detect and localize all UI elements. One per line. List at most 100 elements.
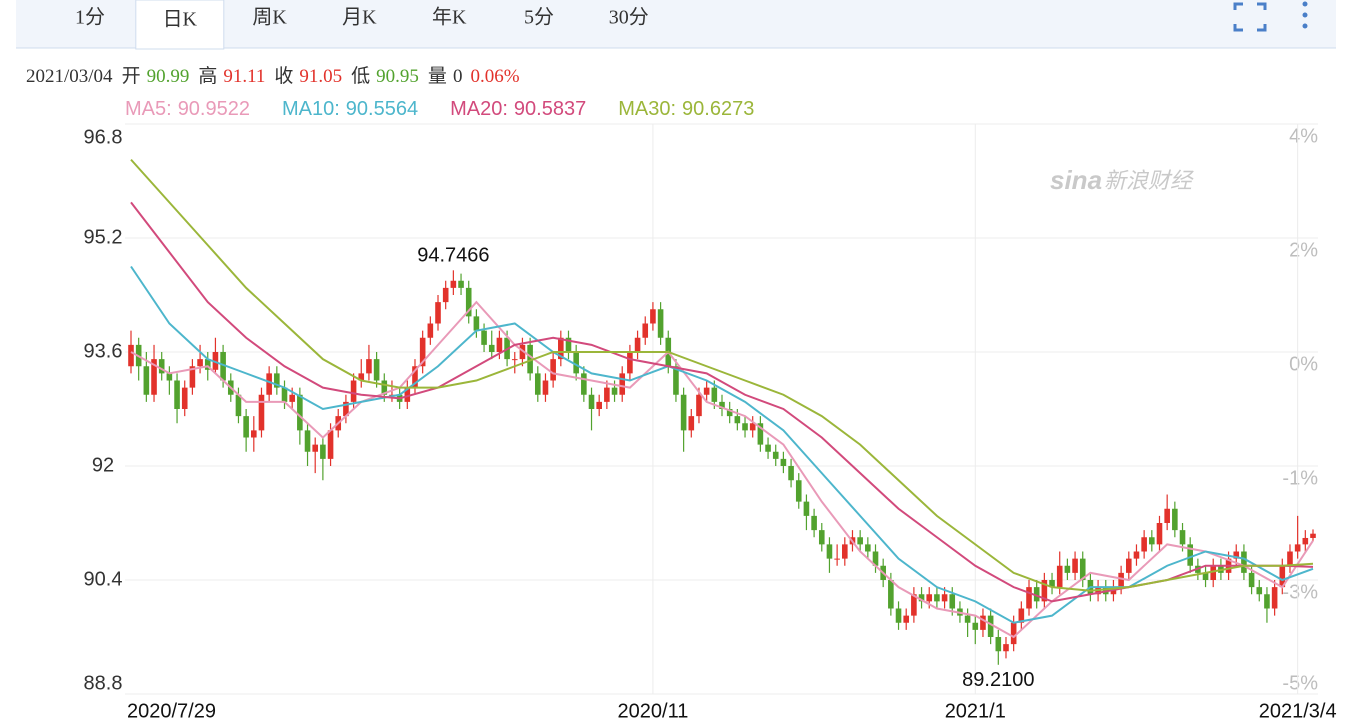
candle-body (995, 637, 1002, 652)
y2-tick-label: -3% (1282, 581, 1318, 603)
candle-body (657, 309, 664, 338)
candle-body (358, 373, 365, 381)
candle-body (1248, 572, 1255, 588)
candle-body (1179, 530, 1186, 545)
candle-body (696, 394, 702, 417)
candle-body (1041, 580, 1048, 602)
candle-body (274, 373, 280, 388)
candle-body (711, 387, 718, 402)
candle-body (1264, 594, 1270, 609)
candle-body (642, 323, 649, 338)
candle-body (619, 373, 626, 395)
candle-body (442, 287, 449, 303)
candle-body (281, 387, 288, 402)
candle-body (949, 594, 956, 609)
candle-body (634, 337, 641, 352)
candle-body (158, 359, 165, 374)
candle-body (604, 387, 610, 402)
candle-body (558, 337, 564, 360)
date: 2021/03/04 (26, 66, 113, 87)
candle-body (757, 423, 764, 445)
candle-body (1149, 537, 1155, 545)
candle-body (1072, 558, 1078, 573)
candle-body (373, 359, 380, 381)
max-label: 94.7466 (417, 245, 489, 267)
tab[interactable]: 周K (252, 7, 287, 29)
candle-body (895, 608, 902, 623)
candle-body (918, 594, 925, 602)
candle-body (1302, 537, 1309, 545)
candle-body (511, 359, 518, 361)
candle-body (327, 430, 334, 459)
y-tick-label: 90.4 (84, 568, 123, 590)
candle-body (749, 423, 756, 431)
watermark: sina新浪财经 (1050, 165, 1194, 195)
tab[interactable]: 1分 (75, 6, 105, 29)
tab[interactable]: 5分 (524, 6, 554, 29)
candle-body (481, 330, 487, 345)
candle-body (251, 430, 257, 438)
candle-body (941, 594, 948, 602)
legend-name: MA30: (618, 98, 676, 120)
candle-body (673, 366, 679, 395)
candle-body (450, 280, 457, 288)
candle-body (1172, 508, 1178, 531)
candle-body (650, 309, 656, 324)
candle-body (1026, 587, 1032, 609)
candle-body (212, 352, 219, 370)
candle-body (680, 394, 687, 431)
ma-line (130, 158, 1314, 592)
candle-body (297, 394, 303, 431)
candle-body (611, 387, 618, 395)
candle-body (865, 544, 871, 552)
candle-body (1233, 551, 1240, 559)
candle-body (550, 359, 556, 381)
candle-body (519, 344, 526, 360)
tab[interactable]: 月K (342, 7, 377, 29)
candle-body (1187, 544, 1193, 566)
fullscreen-icon[interactable] (1233, 2, 1267, 32)
candle-body (565, 337, 572, 352)
y-tick-label: 88.8 (84, 672, 123, 694)
candle-body (934, 594, 940, 602)
y2-tick-label: 0% (1289, 353, 1318, 375)
watermark-logo: sina (1050, 165, 1102, 195)
tab[interactable]: 日K (163, 9, 198, 31)
candle-body (473, 316, 480, 331)
candle-body (795, 480, 802, 502)
candle-body (1049, 580, 1055, 588)
candle-body (381, 380, 388, 395)
candle-body (964, 615, 971, 623)
candle-body (888, 580, 894, 609)
candle-body (596, 401, 602, 409)
more-icon[interactable] (1302, 1, 1308, 29)
tab[interactable]: 30分 (609, 6, 649, 29)
candle-body (780, 458, 787, 466)
candle-body (803, 501, 810, 516)
y-tick-label: 93.6 (84, 340, 123, 362)
field-label: 高 (198, 65, 217, 87)
candle-body (703, 387, 710, 395)
candle-body (1003, 644, 1009, 652)
candle-body (1056, 565, 1063, 588)
field-value: 90.99 (147, 66, 190, 87)
candle-body (972, 622, 979, 630)
candle-body (243, 416, 249, 438)
tab[interactable]: 年K (432, 6, 467, 29)
legend-value: 90.6273 (682, 98, 754, 120)
candle-body (343, 401, 349, 417)
ma-line (130, 300, 1314, 639)
candle-body (688, 416, 695, 431)
volume-value: 0 (453, 66, 463, 87)
candle-body (258, 394, 265, 431)
candle-body (1164, 508, 1170, 523)
x-tick-label: 2021/3/4 (1259, 700, 1337, 722)
y2-tick-label: 4% (1289, 125, 1318, 147)
legend-name: MA10: (282, 98, 340, 120)
candle-body (189, 366, 196, 388)
candle-body (826, 544, 833, 559)
candle-body (911, 594, 917, 616)
tab-bar (16, 0, 1336, 48)
candle-body (1279, 565, 1286, 588)
field-label: 低 (351, 65, 370, 87)
